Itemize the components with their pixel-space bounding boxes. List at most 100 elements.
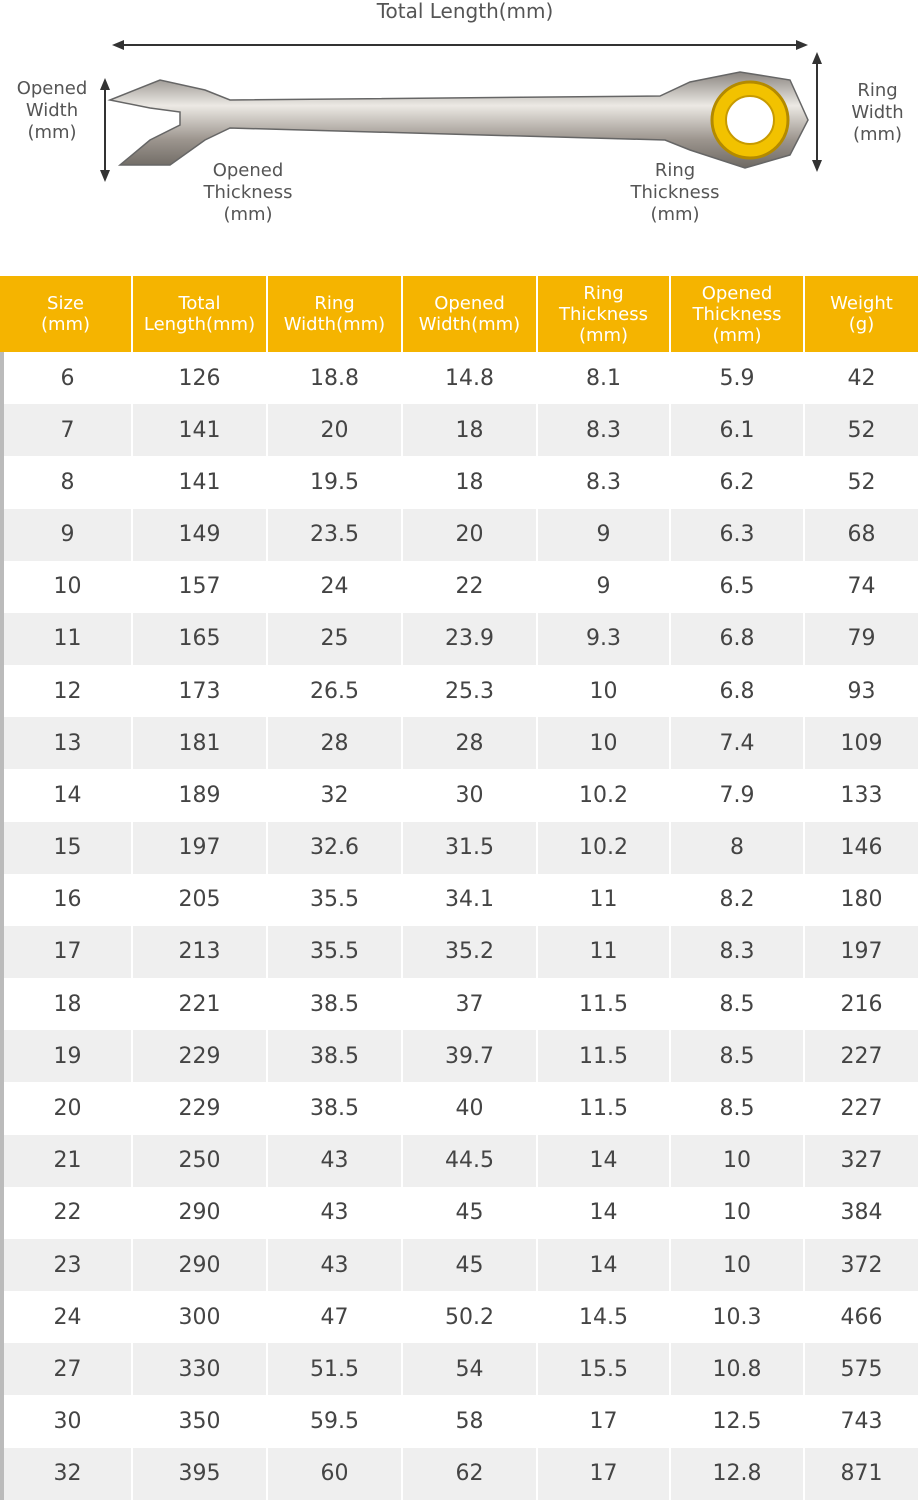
table-cell: 6.1	[671, 404, 805, 457]
table-cell: 197	[805, 925, 920, 979]
table-cell: 10	[0, 560, 133, 613]
table-cell: 180	[805, 873, 920, 926]
table-cell: 126	[133, 352, 268, 405]
table-cell: 466	[805, 1291, 920, 1344]
table-cell: 23.9	[403, 612, 538, 666]
header-line: Thickness	[692, 303, 782, 325]
label-line: Opened	[16, 78, 88, 99]
table-cell: 10.8	[671, 1343, 805, 1396]
table-cell: 149	[133, 508, 268, 561]
table-cell: 197	[133, 821, 268, 874]
table-cell: 350	[133, 1395, 268, 1448]
table-cell: 42	[805, 352, 920, 405]
ring-thickness-label: Ring Thickness (mm)	[615, 160, 735, 226]
table-cell: 58	[403, 1395, 538, 1448]
label-line: Thickness	[630, 182, 720, 203]
table-cell: 221	[133, 978, 268, 1031]
table-cell: 8.5	[671, 978, 805, 1031]
label-line: (mm)	[650, 204, 700, 225]
table-cell: 17	[538, 1447, 671, 1500]
table-cell: 290	[133, 1186, 268, 1239]
table-cell: 14.5	[538, 1291, 671, 1344]
table-cell: 8.2	[671, 873, 805, 926]
table-cell: 5.9	[671, 352, 805, 405]
header-line: Total	[178, 293, 221, 314]
table-cell: 8.5	[671, 1030, 805, 1083]
header-line: (g)	[848, 314, 875, 335]
table-cell: 157	[133, 560, 268, 613]
table-cell: 7.4	[671, 717, 805, 770]
header-cell: Ring Thickness (mm)	[538, 276, 671, 352]
table-cell: 8.5	[671, 1082, 805, 1135]
table-cell: 38.5	[268, 1030, 403, 1083]
table-cell: 68	[805, 508, 920, 561]
table-cell: 54	[403, 1343, 538, 1396]
table-cell: 9	[538, 560, 671, 613]
table-cell: 13	[0, 717, 133, 770]
table-cell: 22	[0, 1186, 133, 1239]
table-cell: 6.2	[671, 456, 805, 509]
header-line: Width(mm)	[283, 314, 386, 335]
table-cell: 11	[538, 873, 671, 926]
header-cell: Opened Thickness (mm)	[671, 276, 805, 352]
table-cell: 31.5	[403, 821, 538, 874]
table-cell: 18	[403, 456, 538, 509]
table-cell: 14	[538, 1238, 671, 1292]
table-cell: 9	[0, 508, 133, 561]
header-line: Width(mm)	[418, 314, 521, 335]
opened-width-label: Opened Width (mm)	[0, 78, 104, 144]
table-cell: 11.5	[538, 978, 671, 1031]
table-cell: 35.5	[268, 873, 403, 926]
table-cell: 26.5	[268, 665, 403, 718]
header-line: (mm)	[578, 324, 629, 346]
table-cell: 59.5	[268, 1395, 403, 1448]
table-cell: 11.5	[538, 1082, 671, 1135]
header-cell: Weight (g)	[805, 276, 920, 352]
table-cell: 8	[671, 821, 805, 874]
table-cell: 32.6	[268, 821, 403, 874]
table-cell: 8.3	[538, 456, 671, 509]
table-cell: 24	[0, 1291, 133, 1344]
table-cell: 14	[538, 1134, 671, 1187]
table-cell: 52	[805, 456, 920, 509]
table-cell: 44.5	[403, 1134, 538, 1187]
table-cell: 10.2	[538, 821, 671, 874]
table-cell: 38.5	[268, 1082, 403, 1135]
header-line: Size	[47, 293, 84, 314]
table-cell: 47	[268, 1291, 403, 1344]
table-cell: 30	[403, 769, 538, 822]
table-cell: 34.1	[403, 873, 538, 926]
table-cell: 146	[805, 821, 920, 874]
table-cell: 40	[403, 1082, 538, 1135]
table-cell: 330	[133, 1343, 268, 1396]
table-cell: 8.1	[538, 352, 671, 405]
table-cell: 15.5	[538, 1343, 671, 1396]
table-cell: 17	[0, 925, 133, 979]
table-cell: 30	[0, 1395, 133, 1448]
label-line: Opened	[212, 160, 284, 181]
table-cell: 229	[133, 1082, 268, 1135]
table-cell: 62	[403, 1447, 538, 1500]
table-cell: 10	[671, 1186, 805, 1239]
table-cell: 871	[805, 1447, 920, 1500]
table-cell: 28	[403, 717, 538, 770]
table-cell: 6	[0, 352, 133, 405]
wrench-diagram	[100, 40, 822, 182]
table-cell: 32	[268, 769, 403, 822]
table-cell: 45	[403, 1186, 538, 1239]
table-cell: 109	[805, 717, 920, 770]
table-cell: 14	[538, 1186, 671, 1239]
table-cell: 227	[805, 1082, 920, 1135]
table-cell: 28	[268, 717, 403, 770]
table-cell: 93	[805, 665, 920, 718]
table-cell: 79	[805, 612, 920, 666]
table-cell: 45	[403, 1238, 538, 1292]
table-cell: 6.8	[671, 612, 805, 666]
header-line: Opened	[434, 293, 505, 314]
table-cell: 6.8	[671, 665, 805, 718]
table-cell: 250	[133, 1134, 268, 1187]
table-cell: 43	[268, 1238, 403, 1292]
table-cell: 11.5	[538, 1030, 671, 1083]
table-cell: 21	[0, 1134, 133, 1187]
